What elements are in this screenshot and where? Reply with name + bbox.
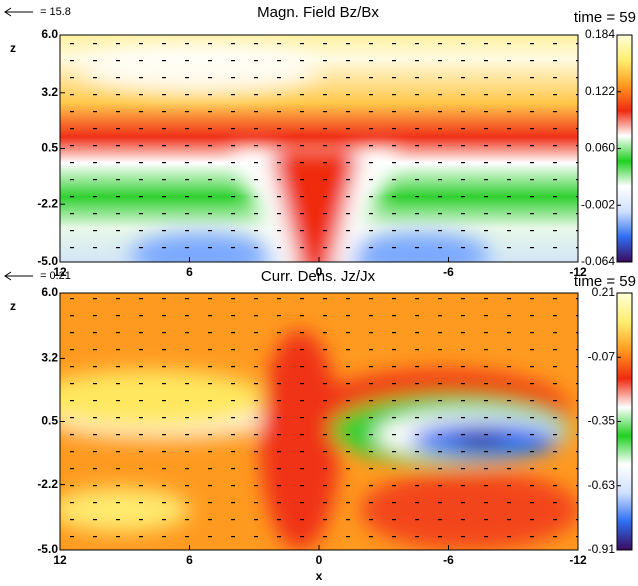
colorbar-tick-label: 0.21 (592, 285, 616, 299)
x-tick-label: 6 (186, 553, 193, 567)
y-tick-label: 6.0 (41, 27, 58, 41)
y-axis-label: z (10, 299, 16, 313)
y-tick-label: 0.5 (41, 414, 58, 428)
colorbar-tick-label: -0.064 (581, 254, 615, 268)
colorbar-tick-label: -0.35 (588, 414, 616, 428)
x-tick-label: 6 (186, 265, 193, 279)
y-tick-label: 0.5 (41, 141, 58, 155)
field-2 (60, 293, 578, 550)
y-tick-label: 3.2 (41, 85, 58, 99)
x-tick-label: 0 (316, 265, 323, 279)
colorbar-tick-label: 0.122 (585, 84, 615, 98)
y-tick-label: -2.2 (37, 477, 58, 491)
vector-scale-arrows (4, 7, 33, 281)
x-tick-label: -12 (569, 265, 587, 279)
x-tick-label: 12 (53, 553, 67, 567)
chart-title: Magn. Field Bz/Bx (257, 4, 379, 21)
colorbar-tick-label: 0.060 (585, 141, 615, 155)
x-tick-label: -6 (443, 553, 454, 567)
colorbar-tick-label: -0.91 (588, 542, 616, 556)
x-tick-label: 12 (53, 265, 67, 279)
x-tick-label: 0 (316, 553, 323, 567)
field-1 (60, 35, 578, 262)
y-tick-label: -2.2 (37, 196, 58, 210)
y-axis-label: z (10, 41, 16, 55)
colorbar-tick-label: -0.07 (588, 349, 616, 363)
vector-scale-label: = 15.8 (40, 6, 71, 18)
y-tick-label: 3.2 (41, 351, 58, 365)
y-tick-label: 6.0 (41, 285, 58, 299)
x-tick-label: -6 (443, 265, 454, 279)
x-tick-label: -12 (569, 553, 587, 567)
y-tick-label: -5.0 (37, 542, 58, 556)
chart-title: Curr. Dens. Jz/Jx (261, 268, 376, 285)
time-label: time = 59 (574, 273, 636, 290)
colorbar-tick-label: -0.002 (581, 197, 615, 211)
time-label: time = 59 (574, 9, 636, 26)
y-tick-label: -5.0 (37, 254, 58, 268)
colorbar-tick-label: -0.63 (588, 478, 616, 492)
x-axis-label: x (316, 569, 323, 583)
colorbar-tick-label: 0.184 (585, 27, 615, 41)
vector-scale-label: = 0.21 (40, 270, 71, 282)
